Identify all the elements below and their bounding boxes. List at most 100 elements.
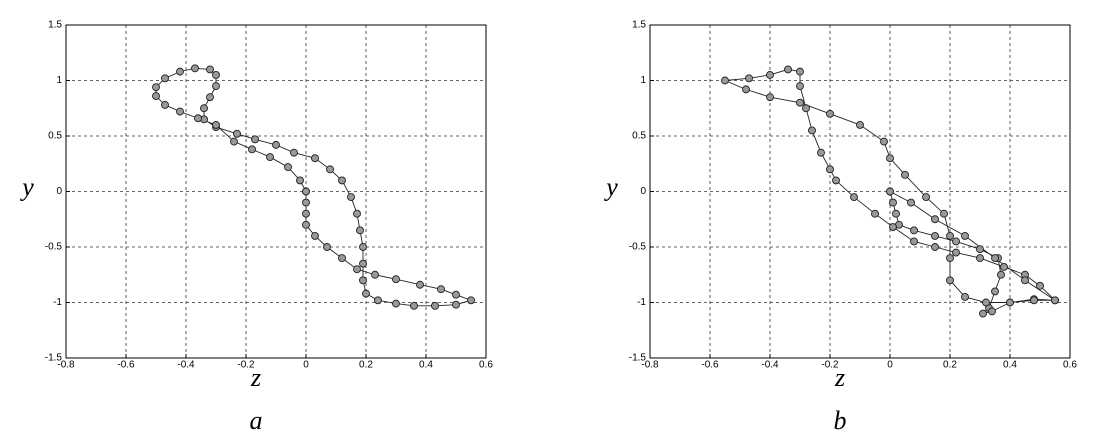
point-marker	[311, 231, 319, 240]
point-marker	[931, 231, 939, 240]
x-tick-label: -0.6	[701, 360, 719, 371]
point-marker	[392, 275, 400, 284]
point-marker	[1000, 263, 1008, 271]
point-marker	[161, 74, 169, 83]
point-marker	[817, 148, 825, 157]
x-tick-label: 0.6	[1063, 360, 1077, 371]
y-tick-label: 1.5	[632, 20, 646, 31]
x-tick-label: -0.8	[57, 360, 75, 371]
y-tick-label: 1.5	[48, 20, 62, 31]
point-marker	[266, 153, 274, 162]
y-tick-label: -1	[637, 297, 646, 308]
x-tick-label: 0.4	[1003, 360, 1017, 371]
y-axis-label: y	[603, 172, 618, 201]
point-marker	[302, 187, 310, 196]
point-marker	[359, 243, 367, 251]
point-marker	[302, 209, 310, 218]
point-marker	[796, 82, 804, 91]
y-tick-label: 0	[56, 186, 62, 197]
point-marker	[745, 74, 753, 83]
point-marker	[721, 76, 729, 85]
point-marker	[910, 226, 918, 235]
y-tick-label: -1.5	[45, 353, 63, 364]
x-tick-label: 0	[887, 360, 893, 371]
point-marker	[889, 198, 897, 207]
y-tick-label: -0.5	[45, 242, 63, 253]
point-marker	[892, 209, 900, 218]
x-tick-label: 0.4	[419, 360, 433, 371]
point-marker	[826, 109, 834, 118]
x-tick-label: -0.8	[641, 360, 659, 371]
point-marker	[410, 301, 418, 310]
point-marker	[353, 209, 361, 218]
point-marker	[796, 98, 804, 107]
point-marker	[940, 209, 948, 218]
point-marker	[290, 148, 298, 157]
point-marker	[961, 231, 969, 240]
x-tick-label: -0.2	[821, 360, 839, 371]
point-marker	[922, 193, 930, 202]
point-marker	[742, 85, 750, 94]
point-marker	[467, 296, 475, 305]
point-marker	[272, 140, 280, 149]
point-marker	[910, 237, 918, 246]
y-tick-label: 0.5	[632, 131, 646, 142]
point-marker	[886, 154, 894, 163]
point-marker	[976, 254, 984, 263]
point-marker	[347, 193, 355, 202]
point-marker	[1051, 296, 1059, 305]
point-marker	[392, 299, 400, 308]
point-marker	[850, 193, 858, 202]
point-marker	[152, 92, 160, 100]
y-tick-label: 1	[640, 75, 646, 86]
y-tick-label: -1.5	[629, 353, 647, 364]
x-tick-label: 0.2	[943, 360, 957, 371]
point-marker	[212, 82, 220, 91]
point-marker	[338, 176, 346, 185]
point-marker	[808, 126, 816, 135]
point-marker	[362, 289, 370, 298]
point-marker	[952, 237, 960, 246]
point-marker	[176, 107, 184, 116]
point-marker	[323, 243, 331, 251]
point-marker	[248, 145, 256, 154]
point-marker	[1021, 276, 1029, 285]
point-marker	[832, 176, 840, 185]
point-marker	[374, 296, 382, 305]
point-marker	[952, 248, 960, 257]
point-marker	[206, 93, 214, 102]
point-marker	[886, 187, 894, 196]
x-tick-label: -0.4	[177, 360, 195, 371]
plot-frame	[65, 24, 487, 359]
point-marker	[766, 70, 774, 79]
y-tick-label: 0.5	[48, 131, 62, 142]
point-marker	[871, 209, 879, 218]
point-marker	[889, 223, 897, 231]
point-marker	[982, 298, 990, 307]
point-marker	[356, 226, 364, 235]
x-tick-label: -0.2	[237, 360, 255, 371]
point-marker	[784, 65, 792, 74]
caption: a	[250, 406, 263, 435]
x-tick-label: -0.4	[761, 360, 779, 371]
point-marker	[796, 67, 804, 76]
caption: b	[834, 406, 847, 435]
point-marker	[431, 301, 439, 310]
x-tick-label: 0	[303, 360, 309, 371]
point-marker	[946, 231, 954, 240]
point-marker	[233, 129, 241, 138]
point-marker	[979, 309, 987, 318]
point-marker	[230, 137, 238, 146]
point-marker	[961, 293, 969, 301]
point-marker	[296, 176, 304, 185]
point-marker	[991, 254, 999, 263]
point-marker	[371, 270, 379, 279]
point-marker	[284, 163, 292, 172]
point-marker	[212, 70, 220, 79]
point-marker	[452, 290, 460, 299]
point-marker	[353, 265, 361, 274]
y-tick-label: -0.5	[629, 242, 647, 253]
x-tick-label: -0.6	[117, 360, 135, 371]
x-axis-label: z	[250, 363, 261, 392]
